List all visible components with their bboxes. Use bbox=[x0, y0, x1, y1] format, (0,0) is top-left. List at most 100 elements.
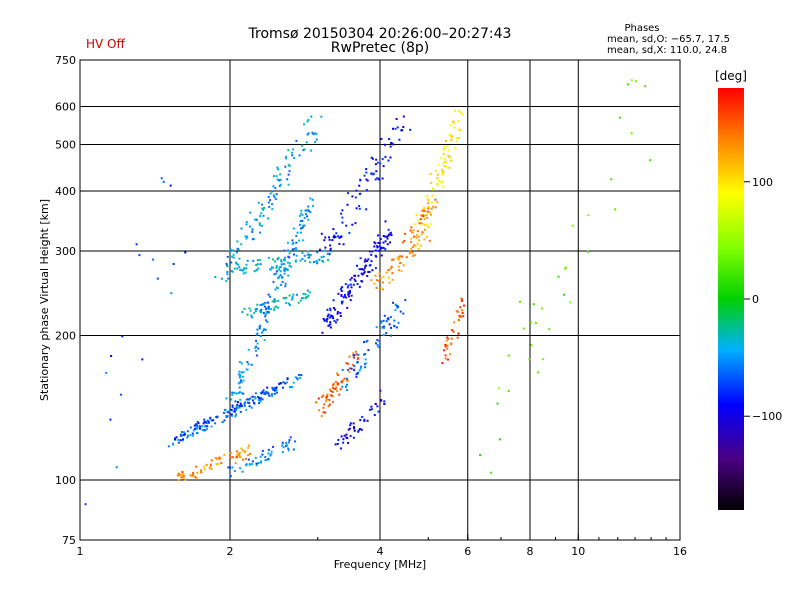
data-point bbox=[272, 175, 275, 178]
data-point bbox=[287, 173, 290, 176]
data-point bbox=[350, 294, 353, 297]
data-point bbox=[336, 312, 339, 315]
data-point bbox=[392, 301, 394, 304]
data-point bbox=[261, 331, 263, 334]
data-point bbox=[240, 268, 243, 271]
data-point bbox=[239, 410, 242, 413]
data-point bbox=[314, 141, 317, 143]
data-point bbox=[346, 362, 349, 365]
data-point bbox=[340, 302, 343, 305]
data-point bbox=[298, 373, 300, 376]
data-point bbox=[274, 260, 276, 263]
data-point bbox=[380, 287, 383, 290]
data-point bbox=[396, 256, 399, 259]
data-point bbox=[353, 356, 355, 359]
data-point bbox=[355, 353, 358, 356]
data-point bbox=[195, 476, 198, 479]
data-point bbox=[288, 252, 291, 255]
data-point bbox=[267, 392, 270, 395]
data-point bbox=[344, 283, 347, 286]
data-point bbox=[251, 238, 254, 241]
data-point bbox=[177, 441, 180, 444]
data-point bbox=[366, 339, 369, 342]
data-point bbox=[261, 203, 263, 206]
data-point bbox=[260, 308, 263, 311]
data-point bbox=[266, 391, 269, 394]
data-point bbox=[240, 381, 243, 384]
data-point bbox=[300, 212, 303, 215]
data-point bbox=[349, 422, 352, 425]
data-point bbox=[507, 354, 510, 357]
data-point bbox=[270, 453, 273, 456]
data-point bbox=[285, 267, 288, 270]
data-point bbox=[345, 296, 348, 299]
data-point bbox=[172, 263, 175, 265]
data-point bbox=[382, 246, 385, 249]
data-point bbox=[141, 358, 144, 361]
data-point bbox=[261, 391, 264, 393]
data-point bbox=[359, 257, 362, 260]
data-point bbox=[283, 269, 286, 272]
data-point bbox=[444, 343, 447, 346]
data-point bbox=[243, 307, 246, 310]
data-point bbox=[340, 435, 343, 438]
data-point bbox=[105, 371, 108, 374]
data-point bbox=[304, 209, 307, 212]
data-point bbox=[202, 422, 205, 425]
data-point bbox=[309, 197, 312, 200]
data-point bbox=[339, 312, 342, 315]
data-point bbox=[180, 435, 183, 437]
data-point bbox=[233, 391, 236, 394]
data-point bbox=[254, 218, 257, 221]
data-point bbox=[451, 135, 454, 137]
data-point bbox=[271, 300, 274, 303]
data-point bbox=[420, 233, 423, 236]
data-point bbox=[239, 379, 242, 382]
data-point bbox=[286, 249, 289, 252]
data-point bbox=[209, 417, 211, 420]
data-point bbox=[378, 340, 381, 343]
data-point bbox=[235, 450, 238, 453]
data-point bbox=[422, 213, 425, 216]
data-point bbox=[315, 133, 318, 136]
data-point bbox=[226, 411, 229, 414]
data-point bbox=[323, 239, 326, 242]
data-point bbox=[442, 148, 445, 151]
data-point bbox=[284, 282, 287, 285]
stats-line-o: mean, sd,O: −65.7, 17.5 bbox=[607, 34, 730, 45]
data-point bbox=[172, 443, 175, 446]
data-point bbox=[382, 241, 385, 244]
data-point bbox=[298, 214, 301, 217]
data-point bbox=[397, 321, 400, 324]
data-point bbox=[254, 346, 257, 349]
data-point bbox=[245, 398, 248, 401]
data-point bbox=[242, 379, 245, 382]
data-point bbox=[285, 302, 288, 304]
data-point bbox=[283, 297, 286, 299]
data-point bbox=[273, 392, 276, 395]
data-point bbox=[392, 258, 395, 261]
data-point bbox=[328, 403, 331, 406]
data-point bbox=[322, 318, 325, 320]
data-point bbox=[537, 371, 540, 374]
data-point bbox=[255, 345, 258, 348]
data-point bbox=[430, 201, 433, 204]
data-point bbox=[414, 244, 417, 247]
data-point bbox=[325, 318, 328, 321]
data-point bbox=[342, 296, 345, 299]
data-point bbox=[210, 459, 213, 462]
data-point bbox=[249, 397, 252, 400]
data-point bbox=[444, 357, 447, 360]
data-point bbox=[277, 256, 280, 259]
data-point bbox=[236, 251, 238, 254]
data-point bbox=[306, 250, 309, 253]
data-point bbox=[246, 401, 249, 404]
data-point bbox=[350, 286, 353, 289]
data-point bbox=[326, 252, 329, 255]
data-point bbox=[401, 129, 404, 132]
data-point bbox=[359, 419, 362, 422]
data-point bbox=[282, 386, 284, 389]
data-point bbox=[392, 143, 395, 146]
data-point bbox=[383, 325, 385, 328]
